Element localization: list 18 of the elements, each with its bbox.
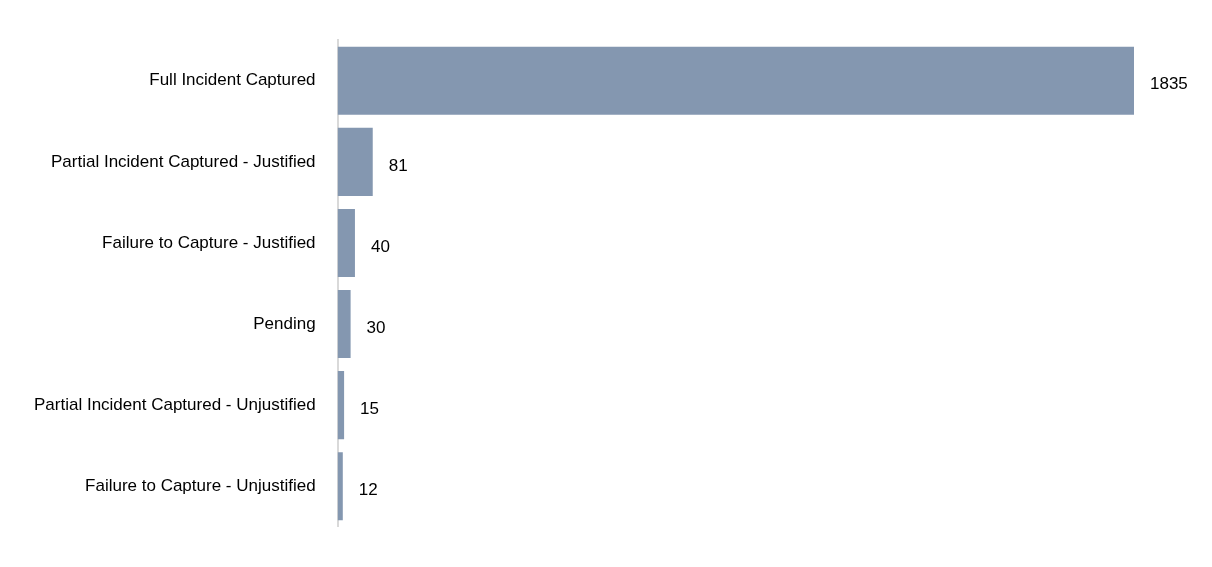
y-tick-label: Partial Incident Captured - Justified	[50, 151, 316, 171]
bar	[337, 371, 345, 440]
data-label: 81	[388, 155, 408, 175]
bar	[337, 208, 355, 278]
bar	[337, 289, 351, 359]
y-tick-label: Full Incident Captured	[149, 70, 316, 90]
bar	[337, 46, 1134, 115]
bar	[337, 127, 373, 196]
data-label: 1835	[1150, 74, 1188, 94]
y-tick-label: Failure to Capture - Unjustified	[85, 475, 316, 495]
y-tick-label: Partial Incident Captured - Unjustified	[33, 394, 316, 414]
data-label: 15	[360, 398, 380, 418]
data-label: 30	[366, 317, 386, 337]
bar	[337, 452, 343, 521]
data-label: 40	[370, 236, 390, 256]
data-label: 12	[358, 479, 378, 499]
y-tick-label: Failure to Capture - Justified	[102, 232, 316, 252]
y-tick-label: Pending	[253, 313, 316, 333]
